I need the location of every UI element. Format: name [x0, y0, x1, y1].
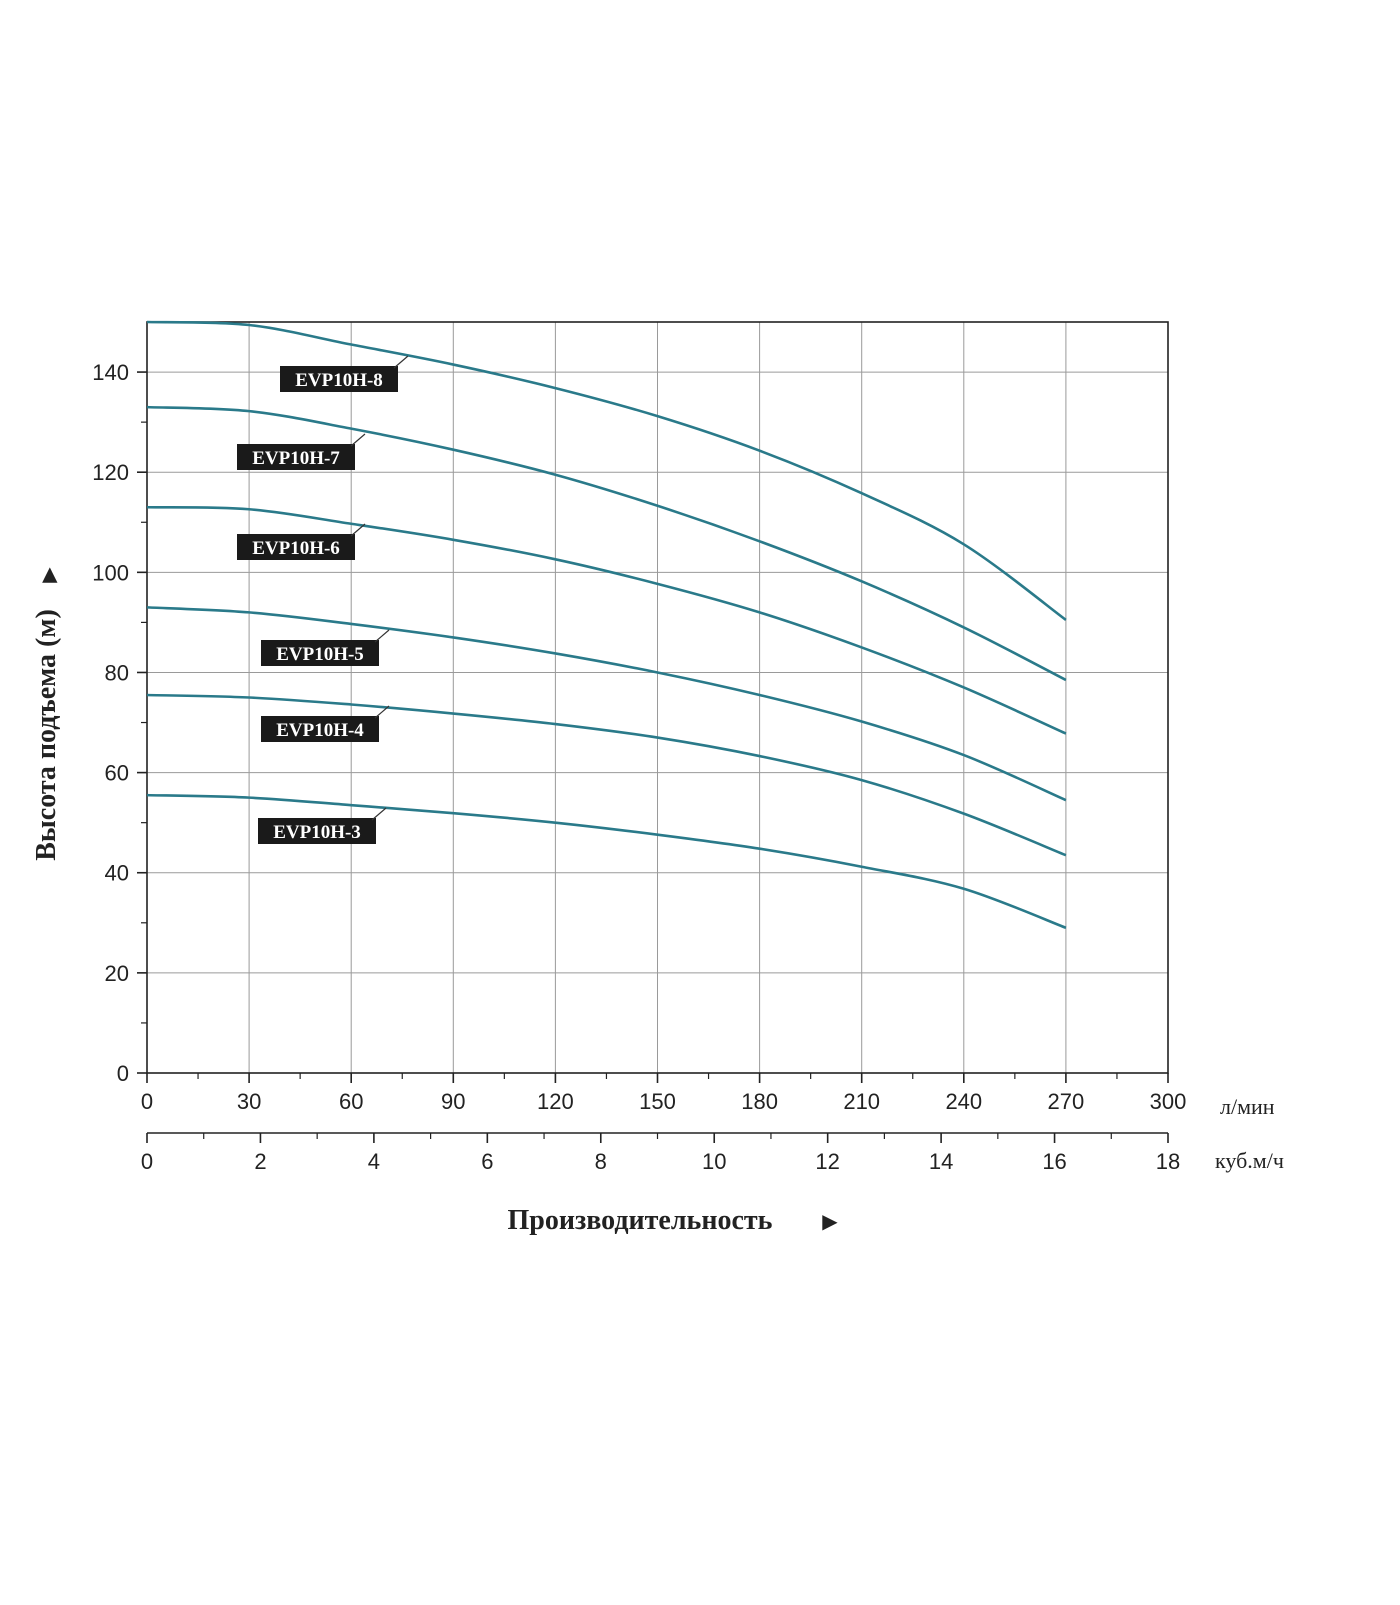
series-label-bg [237, 534, 355, 560]
series-label-leader [393, 355, 409, 369]
series-line [146, 606, 1067, 802]
x2-tick-label: 18 [1156, 1149, 1180, 1174]
x-axis-units-secondary: куб.м/ч [1215, 1148, 1284, 1173]
x-axis-title: Производительность [508, 1205, 773, 1236]
y-tick-label: 20 [105, 961, 129, 986]
series-label-leader [371, 807, 387, 821]
series-line [146, 793, 1067, 930]
series-label-leader [350, 523, 366, 537]
series-label-bg [261, 716, 379, 742]
series-label-bg [261, 640, 379, 666]
series-line [146, 320, 1067, 621]
series-label-leader [374, 705, 390, 719]
series-label: EVP10H-4 [276, 720, 364, 741]
x-tick-label: 90 [441, 1089, 465, 1114]
x-tick-label: 270 [1048, 1089, 1085, 1114]
x-tick-label: 150 [639, 1089, 676, 1114]
series-label-bg [237, 444, 355, 470]
x-tick-label: 240 [945, 1089, 982, 1114]
x-tick-label: 180 [741, 1089, 778, 1114]
x2-tick-label: 14 [929, 1149, 953, 1174]
x-tick-label: 60 [339, 1089, 363, 1114]
y-axis-arrow: ▶ [38, 567, 60, 583]
series-label-bg [280, 366, 398, 392]
x-tick-label: 210 [843, 1089, 880, 1114]
series-label: EVP10H-8 [295, 370, 383, 391]
x-tick-label: 120 [537, 1089, 574, 1114]
y-axis-title: Высота подъема (м) [31, 609, 62, 861]
y-tick-label: 80 [105, 660, 129, 685]
x-axis-units-primary: л/мин [1220, 1094, 1275, 1119]
x2-tick-label: 8 [595, 1149, 607, 1174]
y-tick-label: 100 [92, 560, 129, 585]
series-line [146, 505, 1067, 735]
series-label: EVP10H-5 [276, 644, 364, 665]
x2-tick-label: 2 [254, 1149, 266, 1174]
series-line [146, 693, 1067, 857]
x-tick-label: 300 [1150, 1089, 1187, 1114]
x-tick-label: 30 [237, 1089, 261, 1114]
x2-tick-label: 4 [368, 1149, 380, 1174]
x-axis-arrow: ▶ [822, 1211, 838, 1233]
series-label: EVP10H-7 [252, 448, 340, 469]
series-label-leader [350, 433, 366, 447]
series-line [146, 405, 1067, 682]
y-tick-label: 140 [92, 360, 129, 385]
y-tick-label: 40 [105, 861, 129, 886]
x-tick-label: 0 [141, 1089, 153, 1114]
x2-tick-label: 10 [702, 1149, 726, 1174]
series-label: EVP10H-6 [252, 538, 340, 559]
series-label-bg [258, 818, 376, 844]
y-tick-label: 120 [92, 460, 129, 485]
series-label: EVP10H-3 [273, 822, 361, 843]
x2-tick-label: 6 [481, 1149, 493, 1174]
y-tick-label: 60 [105, 761, 129, 786]
x2-tick-label: 16 [1042, 1149, 1066, 1174]
x2-tick-label: 0 [141, 1149, 153, 1174]
series-label-leader [374, 629, 390, 643]
y-tick-label: 0 [117, 1061, 129, 1086]
x2-tick-label: 12 [815, 1149, 839, 1174]
